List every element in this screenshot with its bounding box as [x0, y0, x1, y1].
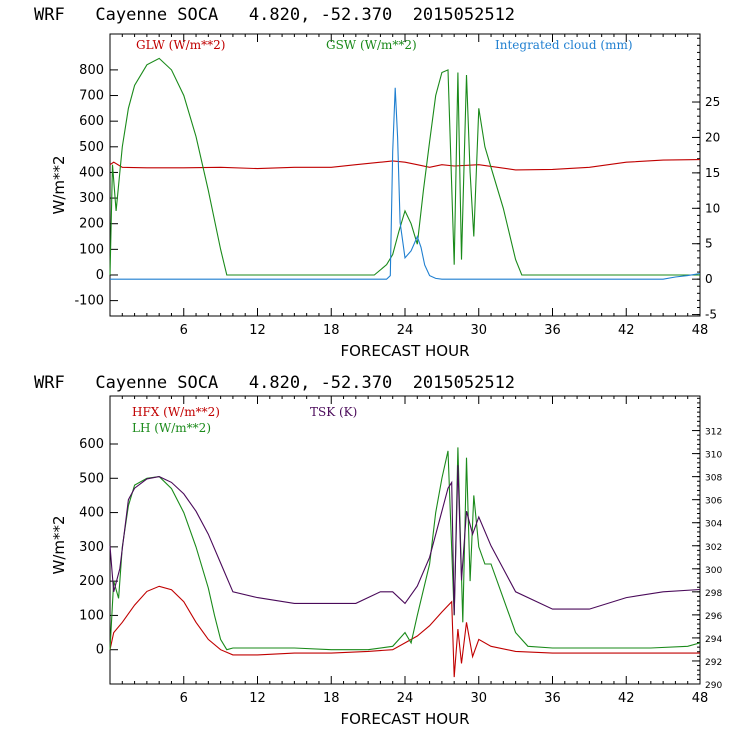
y-tick-label: 100 — [79, 242, 104, 257]
x-tick-label: 42 — [618, 323, 635, 338]
y-tick-label: 600 — [79, 437, 104, 452]
y-tick-label: 800 — [79, 63, 104, 78]
y-tick-label: 600 — [79, 114, 104, 129]
y-tick-label: 200 — [79, 217, 104, 232]
y-tick-label: 200 — [79, 574, 104, 589]
x-tick-label: 24 — [397, 691, 414, 706]
y2-tick-label: 302 — [705, 543, 722, 553]
series-line-hfx — [109, 585, 700, 678]
bottom-plot-frame — [109, 395, 701, 685]
y2-tick-label: 304 — [705, 520, 722, 530]
top-x-axis-label: FORECAST HOUR — [340, 342, 469, 360]
x-tick-label: 42 — [618, 691, 635, 706]
top-panel: WRF Cayenne SOCA 4.820, -52.370 20150525… — [34, 5, 720, 360]
y-tick-label: 400 — [79, 506, 104, 521]
top-axes: 6 12 18 24 30 36 42 48-100010020030040050060070… — [74, 34, 720, 338]
x-tick-label: 12 — [249, 691, 266, 706]
y2-tick-label: 10 — [705, 201, 720, 215]
y-tick-label: 700 — [79, 89, 104, 104]
y-tick-label: 0 — [96, 268, 104, 283]
top-series-lines — [109, 57, 701, 280]
y2-tick-label: 308 — [705, 474, 722, 484]
y2-tick-label: 290 — [705, 681, 722, 691]
bottom-chart-title: WRF Cayenne SOCA 4.820, -52.370 20150525… — [34, 373, 515, 393]
y2-tick-label: 292 — [705, 658, 722, 668]
y-tick-label: 500 — [79, 471, 104, 486]
x-tick-label: 30 — [470, 323, 487, 338]
legend-integrated-cloud: Integrated cloud (mm) — [495, 38, 633, 52]
x-tick-label: 36 — [544, 323, 561, 338]
x-tick-label: 6 — [180, 691, 188, 706]
y-tick-label: 500 — [79, 140, 104, 155]
y2-tick-label: 312 — [705, 428, 722, 438]
bottom-x-axis-label: FORECAST HOUR — [340, 710, 469, 728]
x-tick-label: 6 — [180, 323, 188, 338]
y-tick-label: 300 — [79, 540, 104, 555]
x-tick-label: 48 — [692, 323, 709, 338]
top-chart-title: WRF Cayenne SOCA 4.820, -52.370 20150525… — [34, 5, 515, 25]
y2-tick-label: 0 — [705, 272, 713, 286]
top-y-axis-label: W/m**2 — [50, 155, 68, 214]
top-plot-frame — [109, 33, 701, 317]
x-tick-label: 36 — [544, 691, 561, 706]
bottom-axes: 6 12 18 24 30 36 42 48 0 100 200 300 400 500 600 290 292… — [79, 396, 722, 706]
bottom-series-lines — [109, 447, 701, 678]
series-line-integrated — [110, 87, 701, 280]
y2-tick-label: 5 — [705, 237, 713, 251]
bottom-panel: WRF Cayenne SOCA 4.820, -52.370 20150525… — [34, 373, 722, 728]
y2-tick-label: 294 — [705, 635, 722, 645]
x-tick-label: 18 — [323, 323, 340, 338]
legend-lh: LH (W/m**2) — [132, 421, 211, 435]
legend-glw: GLW (W/m**2) — [136, 38, 225, 52]
legend-gsw: GSW (W/m**2) — [326, 38, 417, 52]
x-tick-label: 24 — [397, 323, 414, 338]
x-tick-label: 48 — [692, 691, 709, 706]
legend-tsk: TSK (K) — [310, 405, 357, 419]
x-tick-label: 12 — [249, 323, 266, 338]
series-line-gsw — [109, 57, 700, 276]
y2-tick-label: -5 — [705, 308, 717, 322]
x-tick-label: 30 — [470, 691, 487, 706]
y2-tick-label: 15 — [705, 166, 720, 180]
y2-tick-label: 20 — [705, 130, 720, 144]
series-line-lh — [109, 447, 701, 651]
y-tick-label: 100 — [79, 608, 104, 623]
bottom-y-axis-label: W/m**2 — [50, 515, 68, 574]
series-line-glw — [109, 159, 701, 171]
series-line-tsk — [109, 465, 701, 615]
y2-tick-label: 298 — [705, 589, 722, 599]
y2-tick-label: 25 — [705, 95, 720, 109]
y2-tick-label: 306 — [705, 497, 722, 507]
y2-tick-label: 310 — [705, 451, 722, 461]
y2-tick-label: 300 — [705, 566, 722, 576]
y-tick-label: 400 — [79, 165, 104, 180]
y2-tick-label: 296 — [705, 612, 722, 622]
x-tick-label: 18 — [323, 691, 340, 706]
y-tick-label: -100 — [74, 294, 104, 309]
y-tick-label: 0 — [96, 643, 104, 658]
legend-hfx: HFX (W/m**2) — [132, 405, 220, 419]
y-tick-label: 300 — [79, 191, 104, 206]
